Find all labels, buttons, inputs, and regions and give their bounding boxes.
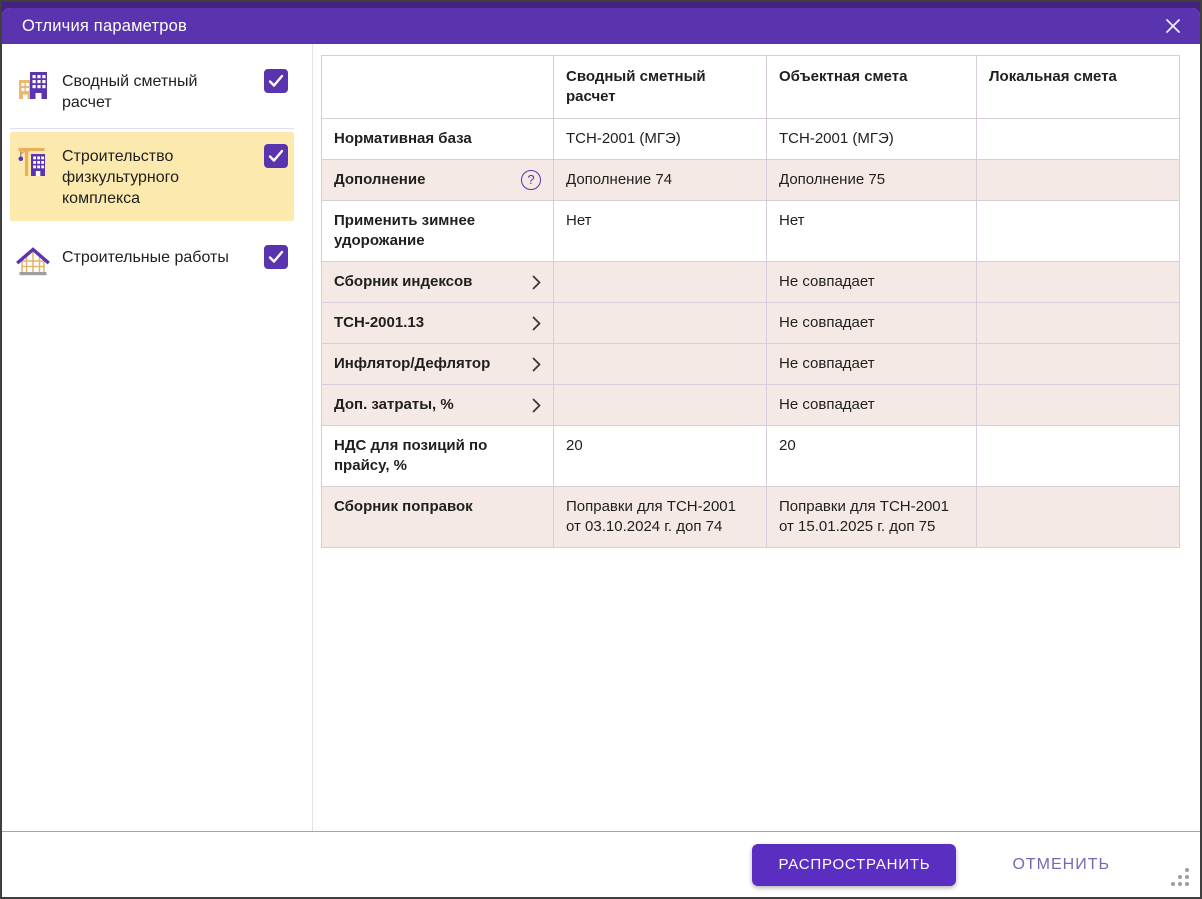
param-value-cell: 20 xyxy=(553,425,767,487)
table-row: Сборник индексов Не совпадает xyxy=(321,261,1180,303)
buildings-icon xyxy=(16,69,50,103)
param-label-cell[interactable]: Инфлятор/Дефлятор xyxy=(321,343,554,385)
resize-grip-icon[interactable] xyxy=(1168,865,1192,889)
param-label: ТСН-2001.13 xyxy=(334,314,425,331)
param-label-cell: Сборник поправок xyxy=(321,486,554,548)
param-value-cell xyxy=(976,302,1180,344)
param-value-cell xyxy=(553,261,767,303)
param-value-cell xyxy=(976,425,1180,487)
param-value-cell xyxy=(976,486,1180,548)
close-icon[interactable] xyxy=(1160,13,1186,39)
param-value-cell xyxy=(553,343,767,385)
column-header: Локальная смета xyxy=(976,55,1180,119)
param-value-cell: Поправки для ТСН-2001 от 15.01.2025 г. д… xyxy=(766,486,977,548)
sidebar: Сводный сметный расчет Строительство физ… xyxy=(2,44,313,831)
table-row: Нормативная база ТСН-2001 (МГЭ) ТСН-2001 (… xyxy=(321,118,1180,160)
param-value-cell: 20 xyxy=(766,425,977,487)
sidebar-item-label: Строительные работы xyxy=(62,249,229,266)
param-value-cell xyxy=(976,343,1180,385)
dialog-body: Сводный сметный расчет Строительство физ… xyxy=(2,44,1200,831)
checkbox[interactable] xyxy=(264,245,288,269)
table-row: Применить зимнее удорожание Нет Нет xyxy=(321,200,1180,262)
param-value-cell: Не совпадает xyxy=(766,343,977,385)
table-row: НДС для позиций по прайсу, % 20 20 xyxy=(321,425,1180,487)
table-row: Инфлятор/Дефлятор Не совпадает xyxy=(321,343,1180,385)
param-label: Дополнение xyxy=(334,171,426,188)
cancel-button[interactable]: ОТМЕНИТЬ xyxy=(1008,848,1114,882)
column-header: Сводный сметный расчет xyxy=(553,55,767,119)
param-value-cell: Дополнение 75 xyxy=(766,159,977,201)
param-label-cell[interactable]: Сборник индексов xyxy=(321,261,554,303)
param-label: Сборник поправок xyxy=(334,498,473,515)
parameters-diff-dialog: Отличия параметров Сводный сметный расче… xyxy=(2,8,1200,897)
param-value-cell xyxy=(553,384,767,426)
table-row: ТСН-2001.13 Не совпадает xyxy=(321,302,1180,344)
param-value-cell: Не совпадает xyxy=(766,302,977,344)
column-header-empty xyxy=(321,55,554,119)
table-row: Доп. затраты, % Не совпадает xyxy=(321,384,1180,426)
chevron-right-icon[interactable] xyxy=(532,357,541,372)
column-header: Объектная смета xyxy=(766,55,977,119)
param-value-cell: Нет xyxy=(766,200,977,262)
param-label-cell[interactable]: Доп. затраты, % xyxy=(321,384,554,426)
table-row: Дополнение? Дополнение 74 Дополнение 75 xyxy=(321,159,1180,201)
param-label-cell[interactable]: ТСН-2001.13 xyxy=(321,302,554,344)
checkbox[interactable] xyxy=(264,144,288,168)
param-value-cell xyxy=(976,118,1180,160)
param-value-cell xyxy=(976,261,1180,303)
table-row: Сборник поправок Поправки для ТСН-2001 от… xyxy=(321,486,1180,548)
sidebar-item[interactable]: Сводный сметный расчет xyxy=(10,57,294,125)
param-value-cell: Не совпадает xyxy=(766,384,977,426)
sidebar-item[interactable]: Строительство физкультурного комплекса xyxy=(10,132,294,221)
param-label: Нормативная база xyxy=(334,130,472,147)
param-value-cell xyxy=(976,200,1180,262)
divider xyxy=(10,128,294,129)
sidebar-item-label: Сводный сметный расчет xyxy=(62,73,198,111)
param-label: Доп. затраты, % xyxy=(334,396,454,413)
param-label: Инфлятор/Дефлятор xyxy=(334,355,491,372)
param-label: Сборник индексов xyxy=(334,273,473,290)
param-label-cell: Дополнение? xyxy=(321,159,554,201)
content-area: Сводный сметный расчет Объектная смета Л… xyxy=(313,44,1200,831)
chevron-right-icon[interactable] xyxy=(532,316,541,331)
crane-building-icon xyxy=(16,144,50,178)
param-value-cell: ТСН-2001 (МГЭ) xyxy=(766,118,977,160)
param-value-cell: Нет xyxy=(553,200,767,262)
param-label-cell: Применить зимнее удорожание xyxy=(321,200,554,262)
param-label: НДС для позиций по прайсу, % xyxy=(334,437,488,474)
help-icon[interactable]: ? xyxy=(521,170,541,190)
param-label: Применить зимнее удорожание xyxy=(334,212,476,249)
checkbox[interactable] xyxy=(264,69,288,93)
param-value-cell xyxy=(553,302,767,344)
sidebar-item-label: Строительство физкультурного комплекса xyxy=(62,148,180,207)
sidebar-item[interactable]: Строительные работы xyxy=(10,233,294,291)
chevron-right-icon[interactable] xyxy=(532,275,541,290)
table-header-row: Сводный сметный расчет Объектная смета Л… xyxy=(321,55,1180,119)
param-label-cell: НДС для позиций по прайсу, % xyxy=(321,425,554,487)
dialog-footer: РАСПРОСТРАНИТЬ ОТМЕНИТЬ xyxy=(2,831,1200,897)
apply-button[interactable]: РАСПРОСТРАНИТЬ xyxy=(752,843,957,886)
param-value-cell xyxy=(976,384,1180,426)
param-label-cell: Нормативная база xyxy=(321,118,554,160)
dialog-header: Отличия параметров xyxy=(2,8,1200,44)
house-frame-icon xyxy=(16,245,50,279)
parameters-table: Сводный сметный расчет Объектная смета Л… xyxy=(321,55,1180,548)
param-value-cell: ТСН-2001 (МГЭ) xyxy=(553,118,767,160)
param-value-cell xyxy=(976,159,1180,201)
param-value-cell: Не совпадает xyxy=(766,261,977,303)
dialog-title: Отличия параметров xyxy=(22,16,187,35)
chevron-right-icon[interactable] xyxy=(532,398,541,413)
param-value-cell: Дополнение 74 xyxy=(553,159,767,201)
param-value-cell: Поправки для ТСН-2001 от 03.10.2024 г. д… xyxy=(553,486,767,548)
